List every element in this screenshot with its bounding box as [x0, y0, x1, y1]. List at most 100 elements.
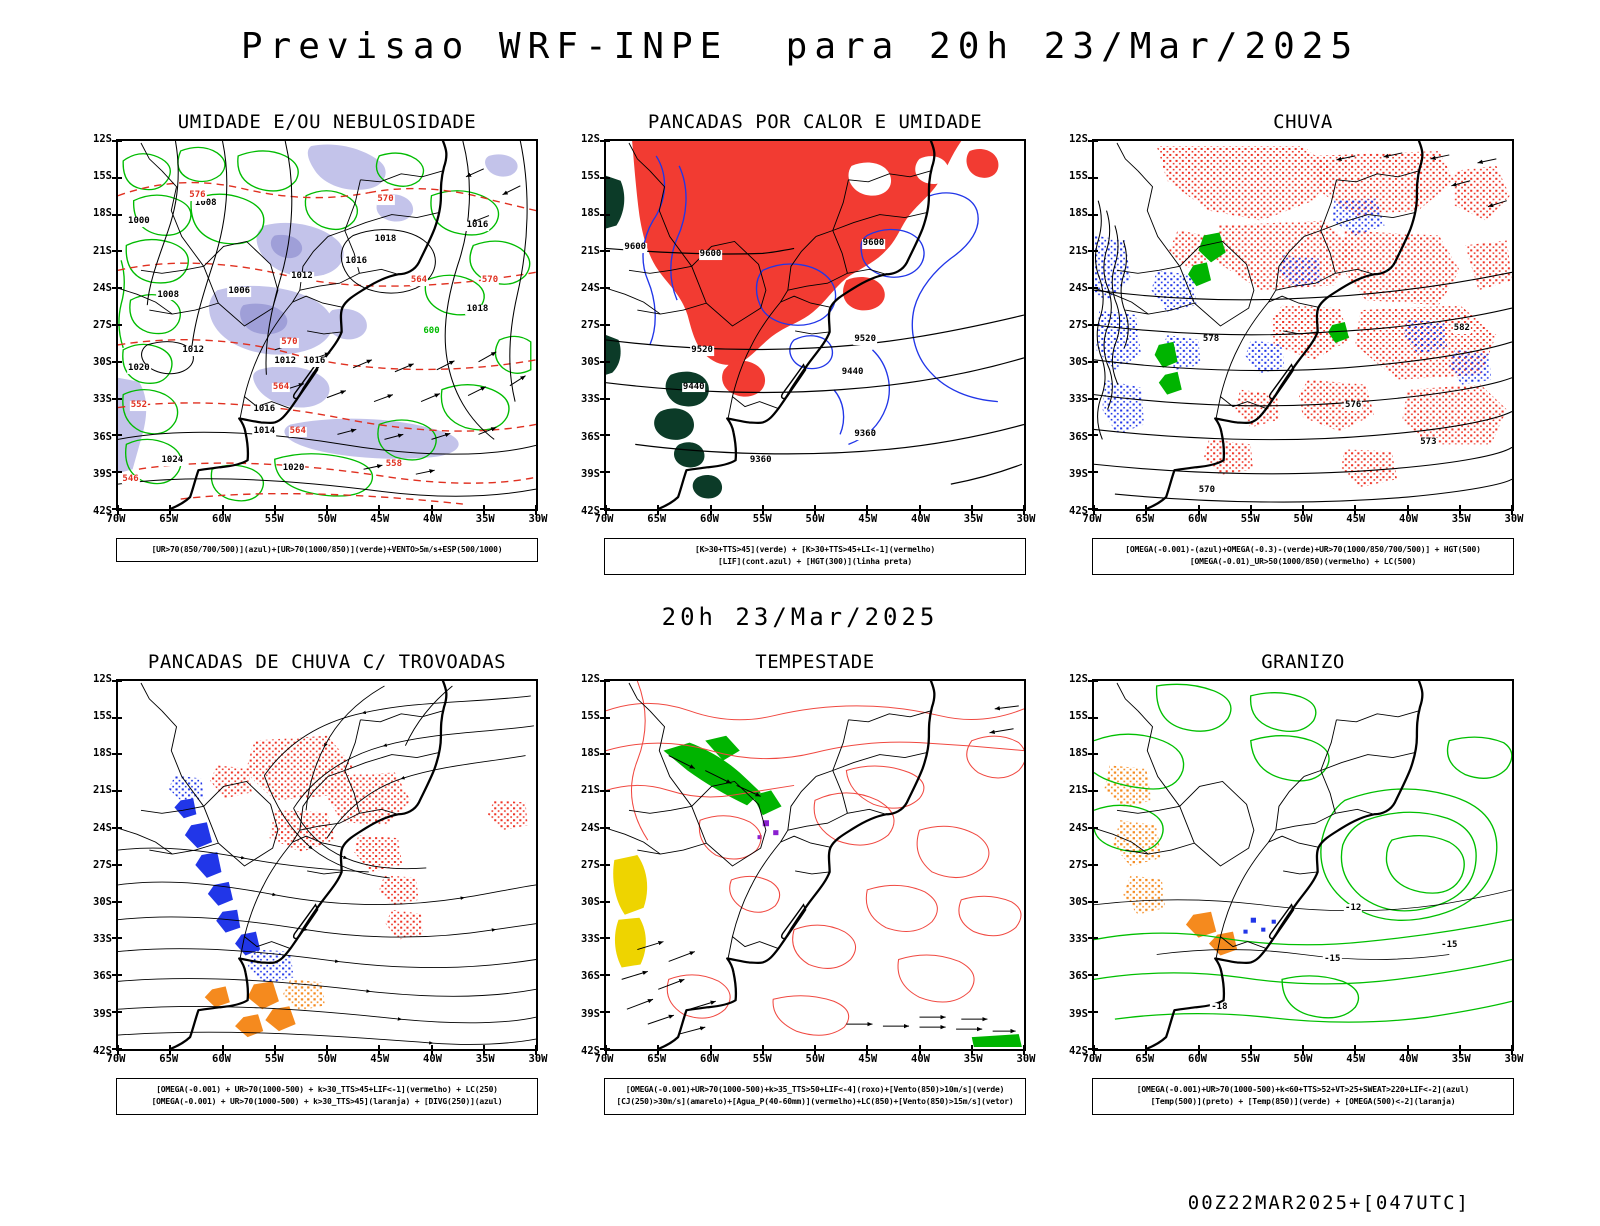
lon-tick-label: 45W: [1346, 513, 1366, 525]
lat-tick-mark: [1088, 397, 1098, 400]
caption-line: [OMEGA(-0.001)+UR>70(1000-500)+k>35_TTS>…: [625, 1084, 1005, 1094]
contour-value-label: 1020: [127, 363, 151, 375]
lon-tick-mark: [1197, 1044, 1200, 1055]
lat-tick-mark: [600, 434, 610, 437]
lon-tick-label: 60W: [700, 513, 719, 525]
contour-value-label: 570: [1197, 484, 1216, 496]
lat-tick-mark: [112, 863, 122, 866]
lon-tick-mark: [605, 505, 607, 515]
lat-tick-mark: [1088, 250, 1098, 253]
lat-tick-label: 24S: [581, 821, 600, 834]
contour-labels: 582 578 576 573 570: [1094, 141, 1512, 509]
lon-tick-mark: [378, 505, 381, 515]
contour-value-label: 9440: [681, 381, 706, 393]
longitude-axis: 70W 65W 60W 55W 50W 45W 40W 35W 30W: [595, 511, 1036, 528]
lat-tick-mark: [600, 397, 610, 400]
lon-tick-label: 55W: [264, 1052, 284, 1065]
lat-tick-mark: [1088, 679, 1098, 682]
lat-tick-label: 36S: [1069, 970, 1088, 983]
lon-tick-label: 35W: [963, 513, 983, 525]
lat-tick-mark: [112, 753, 122, 756]
lon-tick-label: 50W: [317, 513, 337, 525]
contour-value-label: 9520: [853, 333, 877, 345]
lon-tick-label: 35W: [1451, 513, 1471, 525]
lon-tick-label: 30W: [1016, 513, 1036, 525]
lat-tick-label: 30S: [93, 355, 112, 368]
contour-value-label: -12: [1344, 902, 1363, 914]
contour-value-label: 600: [422, 326, 441, 338]
lat-tick-mark: [112, 287, 122, 290]
lon-tick-label: 60W: [1188, 1052, 1207, 1065]
lat-tick-label: 15S: [1069, 709, 1088, 722]
lat-tick-label: 15S: [581, 709, 600, 722]
lon-tick-label: 45W: [858, 1052, 878, 1065]
lat-tick-mark: [112, 360, 122, 363]
lat-tick-mark: [1088, 716, 1098, 719]
contour-value-label: 9360: [748, 455, 773, 467]
lon-tick-label: 45W: [858, 513, 878, 525]
panel-umidade: UMIDADE E/OU NEBULOSIDADE 12S 15S 18S 21S 24…: [86, 111, 548, 575]
longitude-axis: 70W 65W 60W 55W 50W 45W 40W 35W 30W: [107, 511, 548, 528]
lat-tick-mark: [1088, 826, 1098, 829]
contour-value-label: 582: [1452, 322, 1471, 334]
lon-tick-label: 40W: [423, 513, 442, 525]
lat-tick-label: 42S: [1069, 504, 1088, 517]
lat-tick-label: 30S: [581, 895, 600, 908]
panel-title: TEMPESTADE: [755, 650, 875, 673]
lon-tick-label: 40W: [1399, 513, 1418, 525]
lat-tick-mark: [112, 1010, 122, 1013]
lon-tick-mark: [1302, 505, 1304, 515]
lon-tick-label: 65W: [647, 1052, 667, 1065]
lon-tick-mark: [482, 1044, 485, 1055]
lat-tick-label: 42S: [1069, 1044, 1088, 1057]
lat-tick-mark: [1088, 937, 1098, 940]
contour-value-label: -18: [1210, 1002, 1229, 1014]
lon-tick-label: 70W: [1082, 1052, 1102, 1065]
lon-tick-mark: [814, 1044, 816, 1055]
map-caption: [OMEGA(-0.001) + UR>70(1000-500) + k>30_…: [116, 1077, 538, 1115]
pancadas-calor-map-graphic: [606, 141, 1024, 509]
caption-line: [OMEGA(-0.001)+UR>70(1000-500)+k<60+TTS>…: [1136, 1084, 1470, 1094]
lon-tick-mark: [326, 1044, 328, 1055]
contour-value-label: 1012: [290, 271, 314, 283]
contour-value-label: 564: [288, 425, 307, 437]
lat-tick-label: 33S: [1069, 932, 1088, 945]
lat-tick-label: 12S: [1069, 672, 1088, 685]
panel-title: GRANIZO: [1261, 650, 1345, 673]
lat-tick-label: 12S: [581, 132, 600, 145]
lat-tick-mark: [112, 397, 122, 400]
lat-tick-label: 12S: [93, 672, 112, 685]
panel-title: UMIDADE E/OU NEBULOSIDADE: [177, 111, 477, 133]
lon-tick-label: 35W: [963, 1052, 983, 1065]
lon-tick-mark: [535, 505, 537, 515]
caption-line: [OMEGA(-0.001) + UR>70(1000-500) + k>30_…: [151, 1097, 503, 1107]
contour-value-label: 573: [1419, 436, 1438, 448]
lat-tick-mark: [600, 679, 610, 682]
umidade-map-graphic: [118, 141, 536, 509]
contour-labels: 9600 9600 9600 9520 9520 9440 9440 9360 9360: [606, 141, 1024, 509]
contour-value-label: -15: [1440, 939, 1459, 951]
lat-tick-label: 39S: [1069, 1007, 1088, 1020]
lat-tick-mark: [112, 716, 122, 719]
lon-tick-mark: [866, 505, 869, 515]
longitude-axis: 70W 65W 60W 55W 50W 45W 40W 35W 30W: [107, 1051, 548, 1068]
lat-tick-label: 36S: [93, 970, 112, 983]
lon-tick-mark: [918, 1044, 921, 1055]
lat-tick-label: 24S: [93, 821, 112, 834]
lon-tick-label: 70W: [106, 513, 126, 525]
lat-tick-mark: [112, 140, 122, 142]
lat-tick-label: 39S: [93, 1007, 112, 1020]
contour-value-label: 1016: [344, 256, 369, 268]
caption-line: [OMEGA(-0.01)_UR>50(1000/850)(vermelho) …: [1189, 557, 1417, 567]
lat-tick-label: 21S: [1069, 784, 1088, 797]
contour-value-label: 1006: [227, 285, 252, 297]
panel-pancadas-calor: PANCADAS POR CALOR E UMIDADE 12S 15S 18S 21…: [574, 111, 1036, 575]
lat-tick-label: 27S: [93, 318, 112, 331]
lat-tick-mark: [1088, 213, 1098, 216]
lat-tick-label: 42S: [581, 504, 600, 517]
lat-tick-mark: [600, 287, 610, 290]
lon-tick-label: 45W: [370, 513, 390, 525]
latitude-axis: 12S 15S 18S 21S 24S 27S 30S 33S 36S 39S 42S: [86, 134, 116, 516]
contour-value-label: 570: [280, 337, 299, 349]
contour-value-label: 1016: [465, 219, 490, 231]
